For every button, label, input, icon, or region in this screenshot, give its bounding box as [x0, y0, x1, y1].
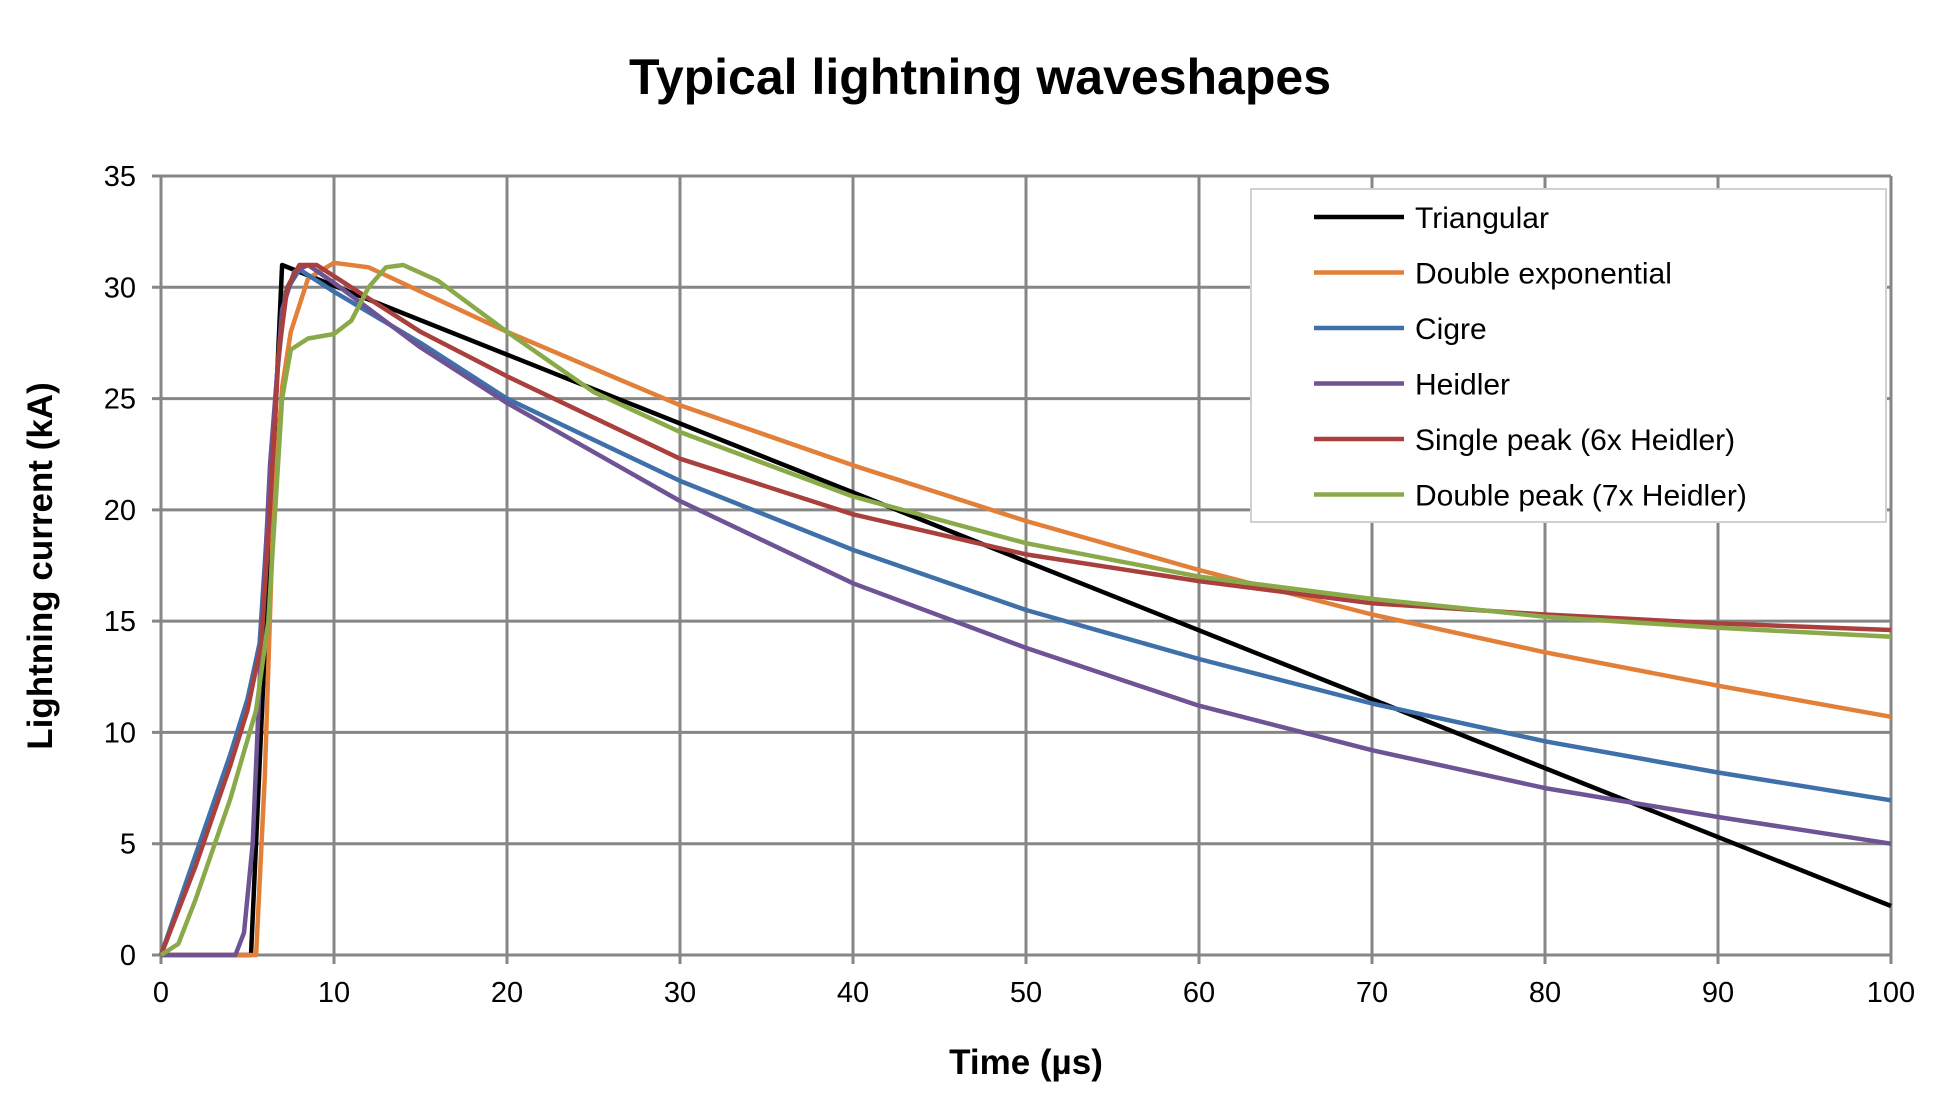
legend-label: Cigre [1415, 313, 1487, 346]
y-tick-label: 25 [104, 384, 136, 416]
x-tick-label: 20 [491, 977, 523, 1009]
x-tick-label: 90 [1702, 977, 1734, 1009]
x-tick-label: 100 [1867, 977, 1915, 1009]
legend-label: Double peak (7x Heidler) [1415, 480, 1747, 513]
x-tick-label: 40 [837, 977, 869, 1009]
y-tick-labels: 0 5 10 15 20 25 30 35 [104, 161, 136, 972]
legend-box [1250, 188, 1887, 523]
grid [152, 174, 1893, 964]
legend-label: Triangular [1415, 202, 1549, 235]
y-tick-label: 0 [120, 940, 136, 972]
x-tick-label: 70 [1356, 977, 1388, 1009]
x-tick-label: 80 [1529, 977, 1561, 1009]
y-tick-label: 15 [104, 606, 136, 638]
legend-label: Double exponential [1415, 258, 1672, 291]
series-line-heidler [161, 262, 1892, 958]
y-tick-label: 35 [104, 161, 136, 193]
x-tick-label: 50 [1010, 977, 1042, 1009]
x-axis-label: Time (µs) [949, 1043, 1103, 1082]
x-tick-label: 30 [664, 977, 696, 1009]
x-tick-labels: 0 10 20 30 40 50 60 70 80 90 100 [153, 977, 1915, 1009]
y-tick-label: 10 [104, 717, 136, 749]
x-tick-label: 60 [1183, 977, 1215, 1009]
series-lines [158, 260, 1892, 958]
legend: Triangular Double exponential Cigre Heidler… [1250, 188, 1887, 523]
x-tick-label: 10 [318, 977, 350, 1009]
y-axis-label: Lightning current (kA) [21, 382, 60, 749]
y-tick-label: 30 [104, 272, 136, 304]
legend-label: Heidler [1415, 369, 1510, 402]
series-line-double-peak-7x-heidler [159, 262, 1892, 957]
x-tick-label: 0 [153, 977, 169, 1009]
y-tick-label: 5 [120, 829, 136, 861]
y-tick-label: 20 [104, 495, 136, 527]
chart-title: Typical lightning waveshapes [629, 49, 1331, 105]
legend-label: Single peak (6x Heidler) [1415, 424, 1735, 457]
series-line-single-peak-6x-heidler [158, 262, 1892, 956]
